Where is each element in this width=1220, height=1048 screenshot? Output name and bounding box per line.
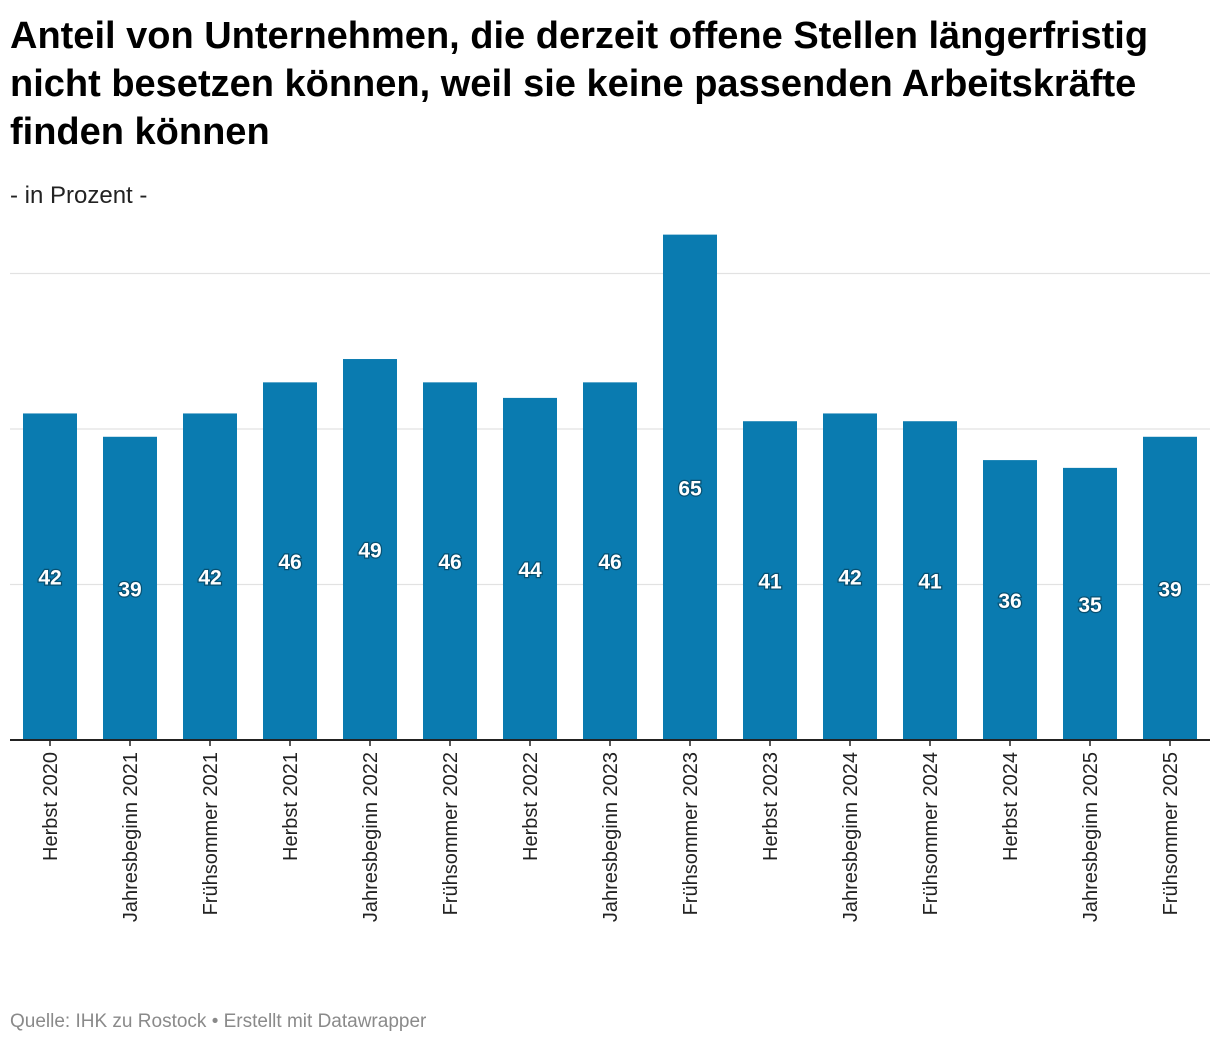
bar-value-label: 65 <box>678 477 702 500</box>
bar-value-label: 41 <box>918 571 942 594</box>
x-tick-label: Herbst 2020 <box>40 752 62 861</box>
bar <box>343 359 397 740</box>
x-tick-label: Frühsommer 2025 <box>1160 752 1182 915</box>
source-note: Quelle: IHK zu Rostock • Erstellt mit Da… <box>10 1011 427 1032</box>
bar-value-label: 42 <box>838 567 861 590</box>
bar-value-label: 44 <box>518 559 542 582</box>
x-tick-label: Jahresbeginn 2022 <box>360 752 382 922</box>
bar-value-label: 41 <box>758 571 782 594</box>
bar <box>583 382 637 740</box>
x-tick-label: Jahresbeginn 2021 <box>120 752 142 922</box>
bar <box>183 413 237 740</box>
bar <box>983 460 1037 740</box>
bar-value-label: 35 <box>1078 594 1102 617</box>
bar <box>23 413 77 740</box>
bar-value-label: 42 <box>38 567 61 590</box>
bar <box>1143 436 1197 740</box>
bar <box>423 382 477 740</box>
x-tick-label: Herbst 2022 <box>520 752 542 861</box>
bar <box>663 234 717 740</box>
x-tick-label: Jahresbeginn 2023 <box>600 752 622 922</box>
x-tick-label: Herbst 2024 <box>1000 752 1022 861</box>
chart-subtitle: - in Prozent - <box>10 182 148 209</box>
bar-value-label: 36 <box>998 590 1021 613</box>
bar-value-label: 39 <box>118 578 141 601</box>
x-tick-label: Frühsommer 2023 <box>680 752 702 915</box>
x-tick-label: Jahresbeginn 2025 <box>1080 752 1102 922</box>
chart-title: Anteil von Unternehmen, die derzeit offe… <box>10 15 1149 153</box>
x-tick-label: Herbst 2023 <box>760 752 782 861</box>
x-tick-label: Herbst 2021 <box>280 752 302 861</box>
bar-value-label: 42 <box>198 567 221 590</box>
x-tick-label: Jahresbeginn 2024 <box>840 752 862 922</box>
bar <box>823 413 877 740</box>
bar-value-label: 46 <box>438 551 461 574</box>
bar-value-label: 46 <box>598 551 621 574</box>
x-tick-label: Frühsommer 2021 <box>200 752 222 915</box>
bar <box>743 421 797 740</box>
bar <box>103 436 157 740</box>
bar <box>903 421 957 740</box>
x-tick-label: Frühsommer 2024 <box>920 752 942 915</box>
bar <box>263 382 317 740</box>
bar-value-label: 46 <box>278 551 301 574</box>
bar-value-label: 39 <box>1158 578 1181 601</box>
bar <box>503 397 557 740</box>
bar-chart: 42 Herbst 2020 39 Jahresbeginn 2021 42 Frühso… <box>10 234 1210 922</box>
bar-value-label: 49 <box>358 540 381 563</box>
bar <box>1063 467 1117 740</box>
x-tick-label: Frühsommer 2022 <box>440 752 462 915</box>
